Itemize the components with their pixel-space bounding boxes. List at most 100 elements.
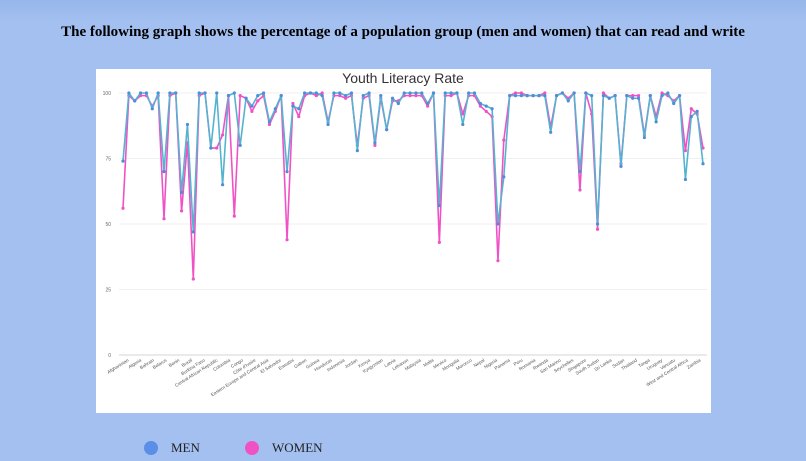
data-point-men xyxy=(385,128,389,132)
data-point-women xyxy=(449,94,453,98)
data-point-men xyxy=(537,94,541,98)
data-point-women xyxy=(437,240,441,244)
data-point-men xyxy=(396,101,400,106)
data-point-men xyxy=(174,91,178,95)
data-point-women xyxy=(660,91,664,95)
data-point-women xyxy=(121,206,125,210)
data-point-men xyxy=(133,99,137,103)
data-point-women xyxy=(683,149,688,153)
data-point-women xyxy=(285,238,289,242)
data-point-men xyxy=(578,170,582,174)
data-point-women xyxy=(256,99,260,103)
data-point-men xyxy=(232,91,236,95)
data-point-men xyxy=(297,107,301,111)
data-point-women xyxy=(461,112,465,116)
data-point-men xyxy=(220,183,225,187)
data-point-women xyxy=(191,277,195,281)
y-tick-label: 50 xyxy=(105,222,111,228)
legend-label-women: WOMEN xyxy=(272,440,323,455)
data-point-women xyxy=(496,259,500,263)
data-point-women xyxy=(220,133,225,137)
data-point-men xyxy=(162,170,166,174)
data-point-men xyxy=(566,99,570,103)
data-point-women xyxy=(250,109,254,113)
y-tick-label: 0 xyxy=(108,353,111,359)
data-point-women xyxy=(689,107,693,111)
page-heading: The following graph shows the percentage… xyxy=(61,24,745,40)
data-point-men xyxy=(179,190,184,195)
data-point-men xyxy=(572,91,576,95)
data-point-women xyxy=(543,91,547,95)
data-point-men xyxy=(226,94,231,98)
data-point-men xyxy=(426,101,430,106)
data-point-men xyxy=(373,141,377,145)
data-point-men xyxy=(138,91,143,95)
x-tick-label: Nepal xyxy=(473,358,486,369)
data-point-men xyxy=(326,122,330,127)
data-point-men xyxy=(320,94,324,98)
y-tick-label: 25 xyxy=(105,288,111,294)
data-point-women xyxy=(162,217,166,221)
data-point-women xyxy=(314,94,318,98)
data-point-men xyxy=(379,94,383,98)
data-point-men xyxy=(238,143,242,147)
data-point-women xyxy=(238,94,242,98)
data-point-women xyxy=(701,146,705,150)
x-tick-label: Gabon xyxy=(293,357,308,369)
series-line-women xyxy=(122,92,704,280)
data-point-men xyxy=(642,135,647,140)
data-point-men xyxy=(285,170,289,174)
literacy-line-chart: Youth Literacy Rate 0 25 50 75 100 Afghanist… xyxy=(103,70,707,397)
data-point-men xyxy=(613,94,617,98)
x-tick-label: Brazil xyxy=(181,358,193,368)
series-line-men xyxy=(122,92,704,233)
data-point-men xyxy=(636,96,641,100)
x-tick-label: Zambia xyxy=(686,357,702,370)
data-point-men xyxy=(303,91,307,95)
data-point-women xyxy=(338,94,342,98)
data-point-men xyxy=(121,159,125,163)
data-point-men xyxy=(414,91,418,95)
data-point-women xyxy=(297,114,301,119)
data-point-men xyxy=(672,101,676,106)
data-point-men xyxy=(701,162,705,166)
data-point-men xyxy=(449,91,453,95)
data-point-men xyxy=(150,107,154,111)
data-point-men xyxy=(560,91,564,95)
x-tick-label: Latvia xyxy=(383,357,396,368)
data-point-women xyxy=(595,227,600,231)
chart-panel: Youth Literacy Rate 0 25 50 75 100 Afghanist… xyxy=(96,69,711,413)
data-point-men xyxy=(244,96,248,100)
data-point-men xyxy=(695,109,699,113)
x-tick-label: Afghanistan xyxy=(106,357,130,374)
data-point-women xyxy=(320,91,324,95)
x-tick-label: Congo xyxy=(230,357,245,369)
data-point-men xyxy=(677,94,682,98)
data-point-women xyxy=(484,109,488,113)
data-point-women xyxy=(426,104,430,108)
data-point-women xyxy=(578,188,582,192)
data-point-men xyxy=(543,94,547,98)
data-point-men xyxy=(595,222,600,226)
data-point-men xyxy=(467,91,471,95)
data-point-men xyxy=(344,94,348,98)
data-point-men xyxy=(191,230,195,234)
data-point-men xyxy=(631,96,635,100)
data-point-men xyxy=(660,94,664,98)
data-point-men xyxy=(367,91,371,95)
data-point-men xyxy=(484,104,488,108)
data-point-women xyxy=(373,143,377,147)
data-point-men xyxy=(455,91,459,95)
data-point-men xyxy=(496,222,500,226)
legend-swatch-women xyxy=(245,441,259,455)
x-tick-label: Benin xyxy=(168,357,181,368)
data-point-men xyxy=(590,94,594,98)
data-point-men xyxy=(332,91,336,95)
y-tick-label: 75 xyxy=(105,157,111,163)
data-point-women xyxy=(636,94,641,98)
data-point-men xyxy=(683,177,688,182)
data-point-men xyxy=(619,164,623,168)
data-point-men xyxy=(144,91,149,95)
data-point-men xyxy=(607,96,611,100)
legend-label-men: MEN xyxy=(171,440,200,455)
